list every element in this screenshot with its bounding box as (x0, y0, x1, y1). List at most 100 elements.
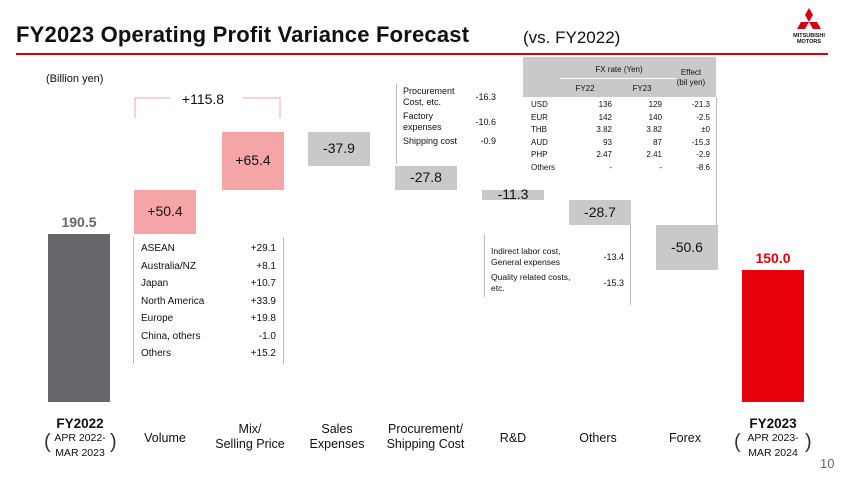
category-fy2023-sub2: MAR 2024 (748, 447, 798, 459)
bar-label-procurement: -27.8 (410, 169, 442, 186)
fx-rate-fy23: 87 (653, 137, 662, 147)
category-fy2023-sub1: APR 2023- (747, 432, 799, 444)
category-fy2023-main: FY2023 (749, 416, 797, 431)
others-item: Quality related costs, etc. (491, 272, 570, 294)
fx-rate-fy23: 129 (648, 100, 662, 109)
category-sales-line-2: Expenses (309, 437, 365, 451)
fx-rate-fy22: - (609, 162, 612, 172)
fy2023-paren-right: ) (805, 431, 812, 453)
procurement-breakdown-line (396, 84, 397, 164)
bar-label-rd: -11.3 (497, 186, 529, 203)
fx-rate-fy22: 142 (598, 112, 612, 122)
volume-breakdown-line-right (283, 237, 284, 364)
title-underline (16, 53, 828, 55)
company-logo: MITSUBISHI MOTORS (784, 6, 834, 46)
category-others: Others (579, 431, 617, 445)
procurement-value: -16.3 (475, 92, 496, 102)
page-number: 10 (820, 456, 835, 471)
fx-rate-fy22: 2.47 (596, 150, 612, 159)
volume-region-label: ASEAN (141, 243, 175, 254)
bar-others (569, 200, 631, 226)
bar-label-forex: -50.6 (671, 238, 703, 255)
fx-effect: -8.6 (696, 162, 710, 172)
combined-bracket (134, 97, 281, 118)
category-fy2022-main: FY2022 (56, 416, 104, 431)
volume-breakdown-line (133, 237, 134, 364)
fx-table-header (523, 57, 716, 97)
fx-rate-fy22: 3.82 (596, 125, 612, 134)
volume-region-label: Others (141, 348, 172, 359)
volume-region-value: +19.8 (250, 313, 276, 324)
procurement-item: Procurement Cost, etc. (403, 86, 455, 108)
category-sales-expenses: Sales Expenses (302, 422, 372, 452)
bar-label-fy2022: 190.5 (61, 214, 97, 231)
others-item: Indirect labor cost, General expenses (491, 246, 560, 268)
category-fy2022: FY2022 APR 2022- MAR 2023 (44, 416, 116, 461)
fy2022-paren-left: ( (44, 431, 51, 453)
procurement-item-line-2: Cost, etc. (403, 97, 442, 107)
fx-effect: -15.3 (691, 137, 710, 147)
fx-rate-fy23: 140 (648, 112, 662, 122)
fx-currency: Others (531, 162, 556, 172)
bar-volume (134, 190, 196, 235)
volume-region-label: Japan (141, 278, 169, 289)
category-fy2022-sub2: MAR 2023 (55, 447, 105, 459)
bar-label-sales: -37.9 (323, 140, 355, 157)
fx-header-effect: Effect (bil yen) (666, 68, 716, 88)
fx-header-fy22: FY22 (575, 84, 595, 93)
procurement-value: -0.9 (480, 136, 496, 146)
volume-region-value: +10.7 (250, 278, 276, 289)
fx-rate-fy22: 93 (603, 137, 612, 147)
bar-label-fy2023: 150.0 (755, 250, 791, 266)
bar-mix (222, 132, 284, 190)
category-mix-line-1: Mix/ (238, 422, 262, 436)
fx-rate-fy22: 136 (598, 100, 612, 109)
fx-header-effect-line-2: (bil yen) (676, 78, 706, 87)
procurement-item: Shipping cost (403, 136, 457, 147)
volume-region-label: China, others (141, 330, 201, 342)
bar-forex (656, 225, 718, 270)
category-sales-line-1: Sales (321, 422, 353, 436)
volume-region-value: +8.1 (256, 260, 276, 272)
fx-rate-fy23: - (659, 162, 662, 172)
fy2022-paren-right: ) (110, 431, 117, 453)
volume-region-label: Europe (141, 313, 174, 324)
procurement-item-line-1: Factory (403, 111, 434, 121)
others-item-line-2: etc. (491, 283, 505, 293)
fx-currency: PHP (531, 150, 548, 159)
others-value: -13.4 (603, 252, 624, 262)
fx-rate-fy23: 2.41 (646, 150, 662, 159)
fx-header-fy23: FY23 (632, 84, 652, 93)
bar-rd (482, 190, 544, 201)
page-subtitle: (vs. FY2022) (523, 28, 621, 47)
unit-label: (Billion yen) (46, 73, 104, 85)
fx-currency: EUR (531, 112, 548, 122)
fx-effect: -21.3 (691, 100, 710, 109)
procurement-item: Factory expenses (403, 111, 442, 133)
procurement-item-line-1: Shipping cost (403, 136, 458, 146)
fx-effect: -2.9 (696, 150, 710, 159)
category-proc-line-1: Procurement/ (387, 422, 464, 436)
page-title: FY2023 Operating Profit Variance Forecas… (16, 22, 470, 47)
bar-label-mix: +65.4 (235, 152, 271, 169)
others-breakdown-line-right (630, 225, 631, 305)
volume-region-label: North America (141, 295, 205, 307)
diamond-logo-icon (797, 8, 821, 29)
others-item-line-1: Indirect labor cost, (491, 246, 561, 256)
fx-effect: ±0 (701, 125, 710, 134)
fx-table-line (716, 97, 717, 227)
logo-text: MITSUBISHI MOTORS (784, 33, 834, 45)
fx-currency: USD (531, 100, 548, 109)
bar-fy2022 (48, 234, 110, 402)
bar-sales (308, 132, 370, 166)
fx-currency: THB (531, 125, 547, 134)
volume-region-value: -1.0 (258, 330, 276, 342)
bar-fy2023 (742, 270, 804, 402)
volume-region-value: +33.9 (250, 295, 276, 307)
category-procurement: Procurement/ Shipping Cost (378, 422, 473, 452)
fx-effect: -2.5 (696, 112, 710, 122)
volume-region-value: +29.1 (250, 243, 276, 254)
volume-region-label: Australia/NZ (141, 260, 197, 272)
others-value: -15.3 (603, 278, 624, 288)
category-mix: Mix/ Selling Price (205, 422, 295, 452)
